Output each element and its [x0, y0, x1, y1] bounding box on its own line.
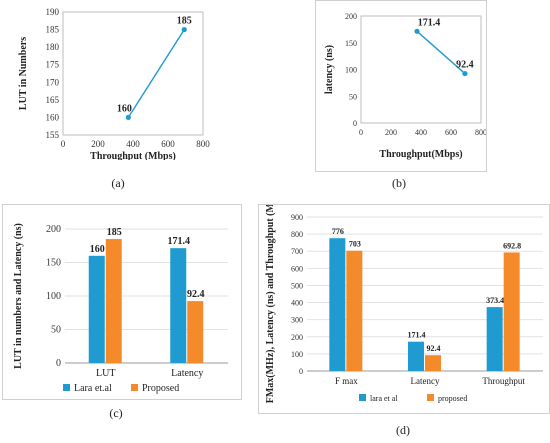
- bar: [105, 239, 122, 363]
- y-tick-label: 400: [291, 299, 303, 308]
- y-tick-label: 100: [345, 66, 357, 75]
- bar: [408, 341, 424, 371]
- x-tick-label: 800: [475, 128, 487, 137]
- data-label: 171.4: [418, 17, 441, 28]
- data-point: [125, 114, 131, 121]
- y-tick-label: 100: [46, 291, 61, 302]
- legend-swatch: [359, 394, 366, 401]
- chart-a: 0 200 400 600 800 155 160 165 170 175 180 185 190 160…: [18, 7, 210, 160]
- x-tick-label: 0: [61, 139, 66, 149]
- y-tick-label: 800: [291, 230, 303, 239]
- x-tick-label: 600: [445, 128, 457, 137]
- y-tick-label: 170: [46, 77, 60, 87]
- y-tick-label: 50: [51, 325, 61, 336]
- legend-label: Proposed: [142, 383, 179, 394]
- bar: [187, 301, 204, 363]
- bar: [346, 250, 363, 371]
- y-axis-title: FMax(MHz), Latency (ns) and Throughput (…: [265, 204, 276, 403]
- chart-b: 0 200 400 600 800 0 50 100 150 200 171.4 92.4 Throug…: [315, 0, 487, 172]
- x-axis-title: Throughput(Mbps): [379, 149, 462, 160]
- y-tick-label: 150: [345, 39, 357, 48]
- data-label: 185: [177, 16, 192, 27]
- y-tick-label: 50: [349, 92, 357, 101]
- data-label: 373.4: [486, 296, 504, 305]
- y-tick-label: 700: [291, 247, 303, 256]
- x-tick-label: 200: [385, 128, 397, 137]
- y-tick-label: 180: [46, 42, 60, 52]
- x-tick-label: 400: [415, 128, 427, 137]
- data-label: 92.4: [456, 60, 474, 71]
- y-tick-label: 160: [46, 112, 60, 122]
- y-tick-label: 0: [299, 367, 303, 376]
- category-label: Throughput: [482, 376, 525, 386]
- data-label: 692.8: [503, 241, 521, 250]
- data-label: 776: [332, 227, 344, 236]
- y-tick-label: 165: [46, 95, 60, 105]
- data-point: [462, 70, 468, 77]
- category-label: Latency: [411, 376, 440, 386]
- legend-label: Lara et.al: [74, 383, 112, 394]
- bar: [503, 252, 520, 371]
- y-tick-label: 150: [46, 258, 61, 269]
- category-label: F max: [335, 376, 358, 386]
- legend-label: lara et al: [370, 394, 398, 403]
- x-axis-title: Throughput (Mbps): [90, 151, 176, 160]
- bar: [486, 307, 503, 371]
- y-tick-label: 200: [291, 333, 303, 342]
- y-tick-label: 155: [46, 130, 60, 140]
- y-tick-label: 0: [56, 358, 61, 369]
- y-axis-title: latency (ns): [324, 45, 335, 94]
- y-tick-label: 200: [345, 12, 357, 21]
- y-tick-label: 900: [291, 213, 303, 222]
- plot-area: [360, 15, 482, 124]
- y-tick-label: 0: [353, 119, 357, 128]
- plot-area: [62, 11, 204, 136]
- category-label: LUT: [96, 368, 115, 379]
- bar: [170, 248, 187, 363]
- data-label: 171.4: [408, 331, 426, 340]
- data-label: 703: [349, 240, 361, 249]
- y-tick-label: 500: [291, 281, 303, 290]
- data-label: 160: [90, 244, 105, 255]
- x-tick-label: 400: [126, 139, 140, 149]
- data-label: 171.4: [168, 236, 191, 247]
- y-tick-label: 190: [46, 7, 60, 17]
- y-tick-label: 300: [291, 316, 303, 325]
- data-point: [414, 28, 420, 34]
- bar: [425, 355, 441, 371]
- data-point: [181, 26, 187, 33]
- x-tick-label: 0: [359, 128, 363, 137]
- y-tick-label: 185: [46, 25, 60, 35]
- y-tick-label: 100: [291, 350, 303, 359]
- data-label: 185: [107, 227, 122, 238]
- legend-swatch: [131, 384, 138, 391]
- data-label: 92.4: [427, 344, 441, 353]
- series-line: [127, 29, 185, 118]
- x-tick-label: 200: [91, 139, 105, 149]
- x-tick-label: 600: [161, 139, 175, 149]
- y-tick-label: 200: [46, 224, 61, 235]
- bar: [329, 238, 346, 371]
- y-axis-title: LUT in Numbers: [18, 37, 29, 110]
- caption-b: (b): [392, 176, 406, 190]
- y-axis-title: LUT in numbers and Latency (ns): [13, 223, 24, 369]
- legend-swatch: [63, 384, 70, 391]
- bar: [88, 255, 105, 363]
- legend-label: proposed: [438, 394, 467, 403]
- legend-swatch: [427, 394, 434, 401]
- data-label: 160: [117, 103, 132, 114]
- chart-d: 0 100 200 300 400 500 600 700 800 900 F max 776 703 L…: [258, 204, 550, 414]
- x-tick-label: 800: [196, 139, 210, 149]
- caption-d: (d): [396, 423, 410, 437]
- data-label: 92.4: [187, 289, 205, 300]
- y-tick-label: 175: [46, 60, 60, 70]
- caption-a: (a): [111, 176, 125, 190]
- y-tick-label: 600: [291, 264, 303, 273]
- caption-c: (c): [109, 406, 123, 420]
- category-label: Latency: [171, 368, 203, 379]
- series-line: [416, 30, 466, 75]
